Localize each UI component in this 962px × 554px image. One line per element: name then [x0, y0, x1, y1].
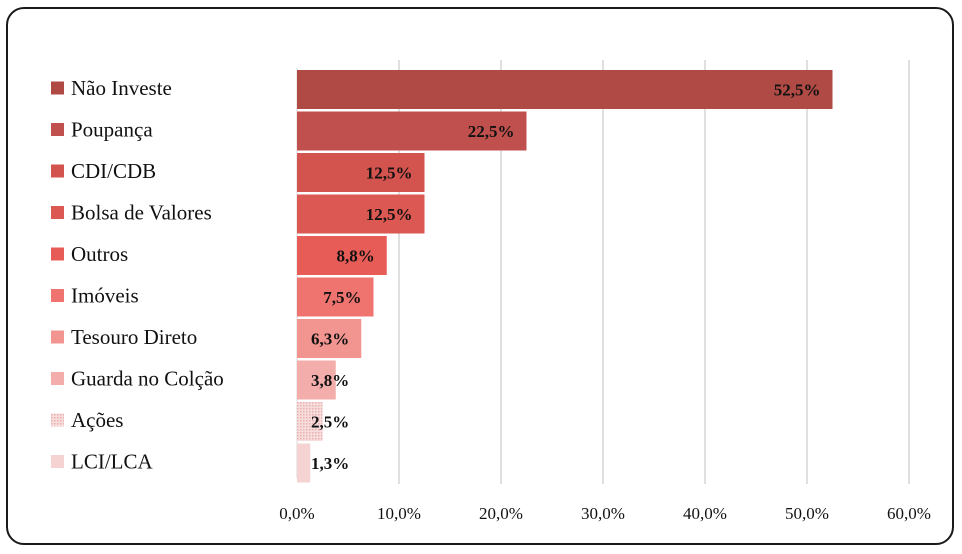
bar-value-label: 7,5% — [323, 288, 361, 307]
bar-value-label: 52,5% — [774, 81, 821, 100]
bar-value-label: 12,5% — [366, 164, 413, 183]
legend-label: Guarda no Colção — [71, 367, 224, 391]
x-tick-label: 50,0% — [785, 504, 829, 523]
bar — [297, 70, 833, 109]
legend-swatch — [51, 455, 64, 468]
legend-label: Bolsa de Valores — [71, 201, 212, 225]
bar-value-label: 1,3% — [311, 454, 349, 473]
bar-value-label: 8,8% — [337, 247, 375, 266]
legend-label: LCI/LCA — [71, 450, 153, 474]
bar — [297, 319, 362, 358]
bar-value-label: 12,5% — [366, 205, 413, 224]
value-labels-layer: 52,5% 22,5% 12,5% 12,5% 8,8% 7,5% 6,3% 3,8% 2,5%… — [311, 81, 821, 474]
x-tick-label: 30,0% — [581, 504, 625, 523]
legend-swatch — [51, 413, 64, 427]
legend-label: CDI/CDB — [71, 159, 156, 183]
legend: Não Investe Poupança CDI/CDB Bolsa de Valor… — [51, 76, 224, 474]
x-axis-ticks: 0,0% 10,0% 20,0% 30,0% 40,0% 50,0% 60,0% — [279, 504, 931, 523]
legend-swatch — [51, 372, 64, 385]
x-tick-label: 60,0% — [887, 504, 931, 523]
x-tick-label: 40,0% — [683, 504, 727, 523]
bar — [297, 402, 323, 441]
bar — [297, 360, 336, 400]
bar — [297, 194, 425, 234]
bar — [297, 277, 374, 317]
legend-label: Imóveis — [71, 284, 139, 308]
bars-layer — [297, 70, 833, 483]
legend-swatch — [51, 330, 64, 344]
bar-value-label: 3,8% — [311, 371, 349, 390]
bar — [297, 111, 527, 151]
legend-swatch — [51, 81, 64, 95]
x-tick-label: 0,0% — [279, 504, 314, 523]
legend-swatch — [51, 289, 64, 302]
legend-swatch — [51, 247, 64, 261]
bar — [297, 153, 425, 192]
bar — [297, 236, 387, 275]
legend-label: Outros — [71, 242, 128, 266]
legend-label: Não Investe — [71, 76, 172, 100]
x-tick-label: 20,0% — [479, 504, 523, 523]
legend-swatch — [51, 123, 64, 136]
bar-value-label: 22,5% — [468, 122, 515, 141]
x-tick-label: 10,0% — [377, 504, 421, 523]
legend-label: Ações — [71, 408, 123, 432]
legend-label: Tesouro Direto — [71, 325, 197, 349]
bar — [297, 443, 311, 483]
bar-value-label: 6,3% — [311, 330, 349, 349]
legend-label: Poupança — [71, 118, 153, 142]
bar-value-label: 2,5% — [311, 413, 349, 432]
legend-swatch — [51, 206, 64, 219]
legend-swatch — [51, 164, 64, 178]
